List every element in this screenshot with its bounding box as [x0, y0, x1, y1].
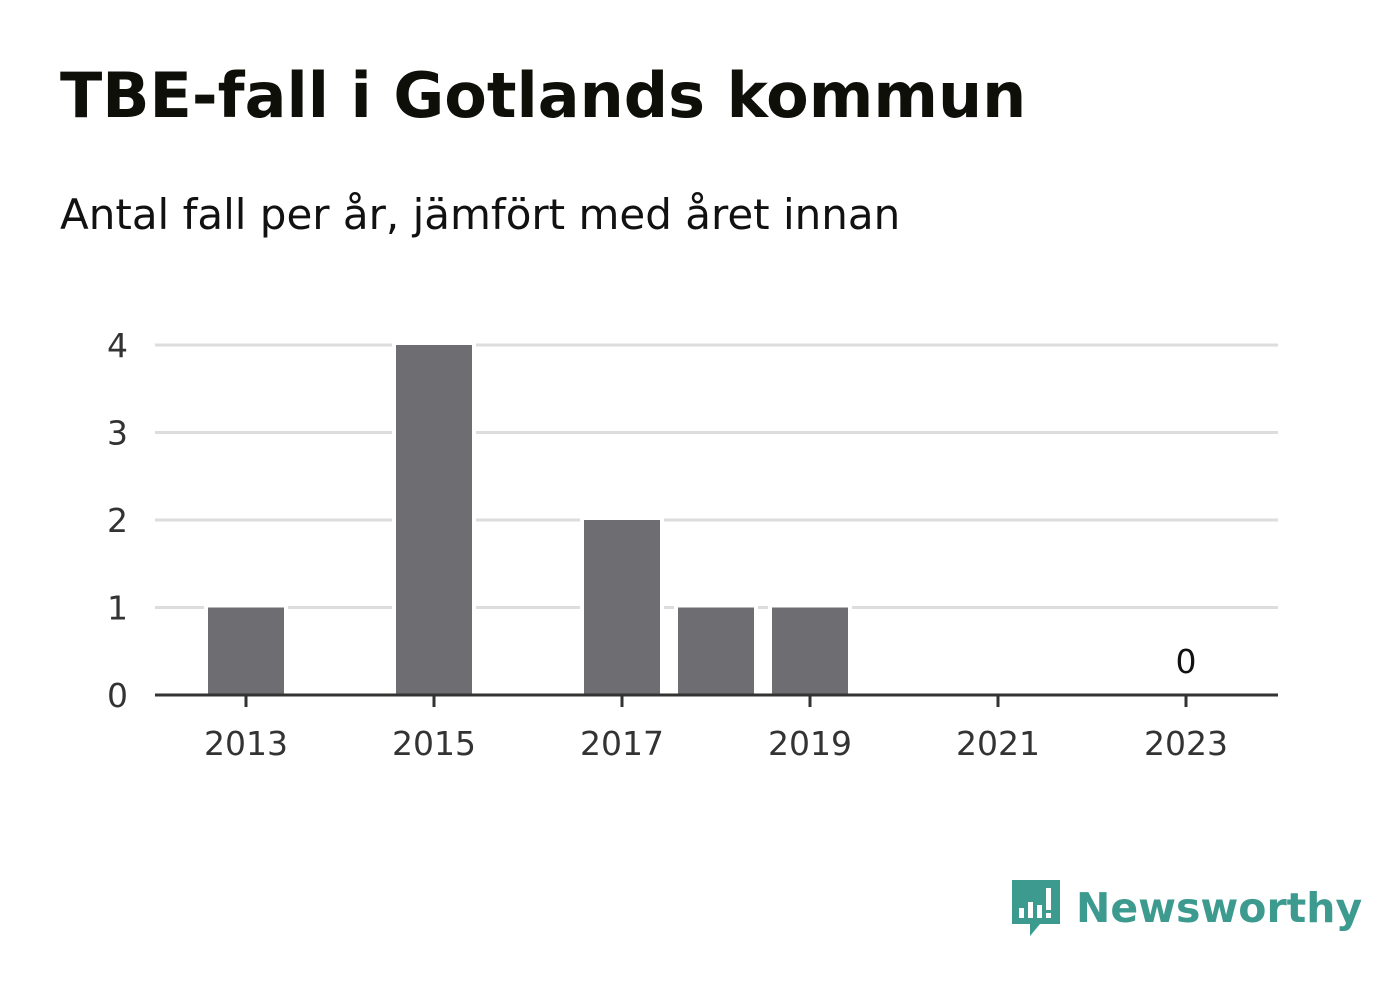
- y-tick-label: 3: [107, 414, 128, 453]
- y-tick-label: 0: [107, 676, 128, 715]
- x-tick-label: 2023: [1144, 724, 1228, 763]
- x-tick-label: 2013: [204, 724, 288, 763]
- bars: [204, 342, 852, 695]
- x-tick-label: 2015: [392, 724, 476, 763]
- bar: [772, 607, 848, 695]
- newsworthy-logo-icon: [1012, 880, 1060, 936]
- chart-subtitle: Antal fall per år, jämfört med året inna…: [60, 190, 901, 239]
- bar: [396, 345, 472, 695]
- y-tick-label: 2: [107, 501, 128, 540]
- bar: [678, 607, 754, 695]
- newsworthy-brand: Newsworthy: [1010, 878, 1362, 938]
- x-tick-labels: 2013 2015 2017 2019 2021 2023: [204, 724, 1228, 763]
- brand-name: Newsworthy: [1076, 884, 1363, 932]
- x-axis: [155, 693, 1278, 707]
- y-tick-labels: 0 1 2 3 4: [107, 326, 128, 715]
- x-tick-label: 2017: [580, 724, 664, 763]
- bar: [584, 520, 660, 695]
- gridlines: [155, 343, 1278, 609]
- chart-title: TBE-fall i Gotlands kommun: [60, 59, 1027, 132]
- y-tick-label: 4: [107, 326, 128, 365]
- annotations: 0: [1176, 642, 1197, 681]
- data-label: 0: [1176, 642, 1197, 681]
- y-tick-label: 1: [107, 589, 128, 628]
- x-tick-label: 2021: [956, 724, 1040, 763]
- x-tick-label: 2019: [768, 724, 852, 763]
- bar: [208, 607, 284, 695]
